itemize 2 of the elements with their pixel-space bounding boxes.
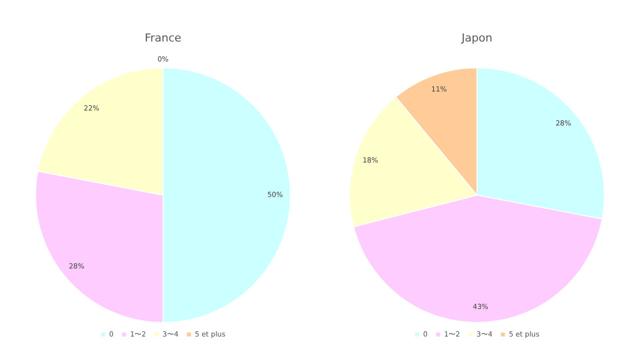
chart-title: France (144, 31, 182, 44)
chart-title: Japon (460, 31, 492, 44)
